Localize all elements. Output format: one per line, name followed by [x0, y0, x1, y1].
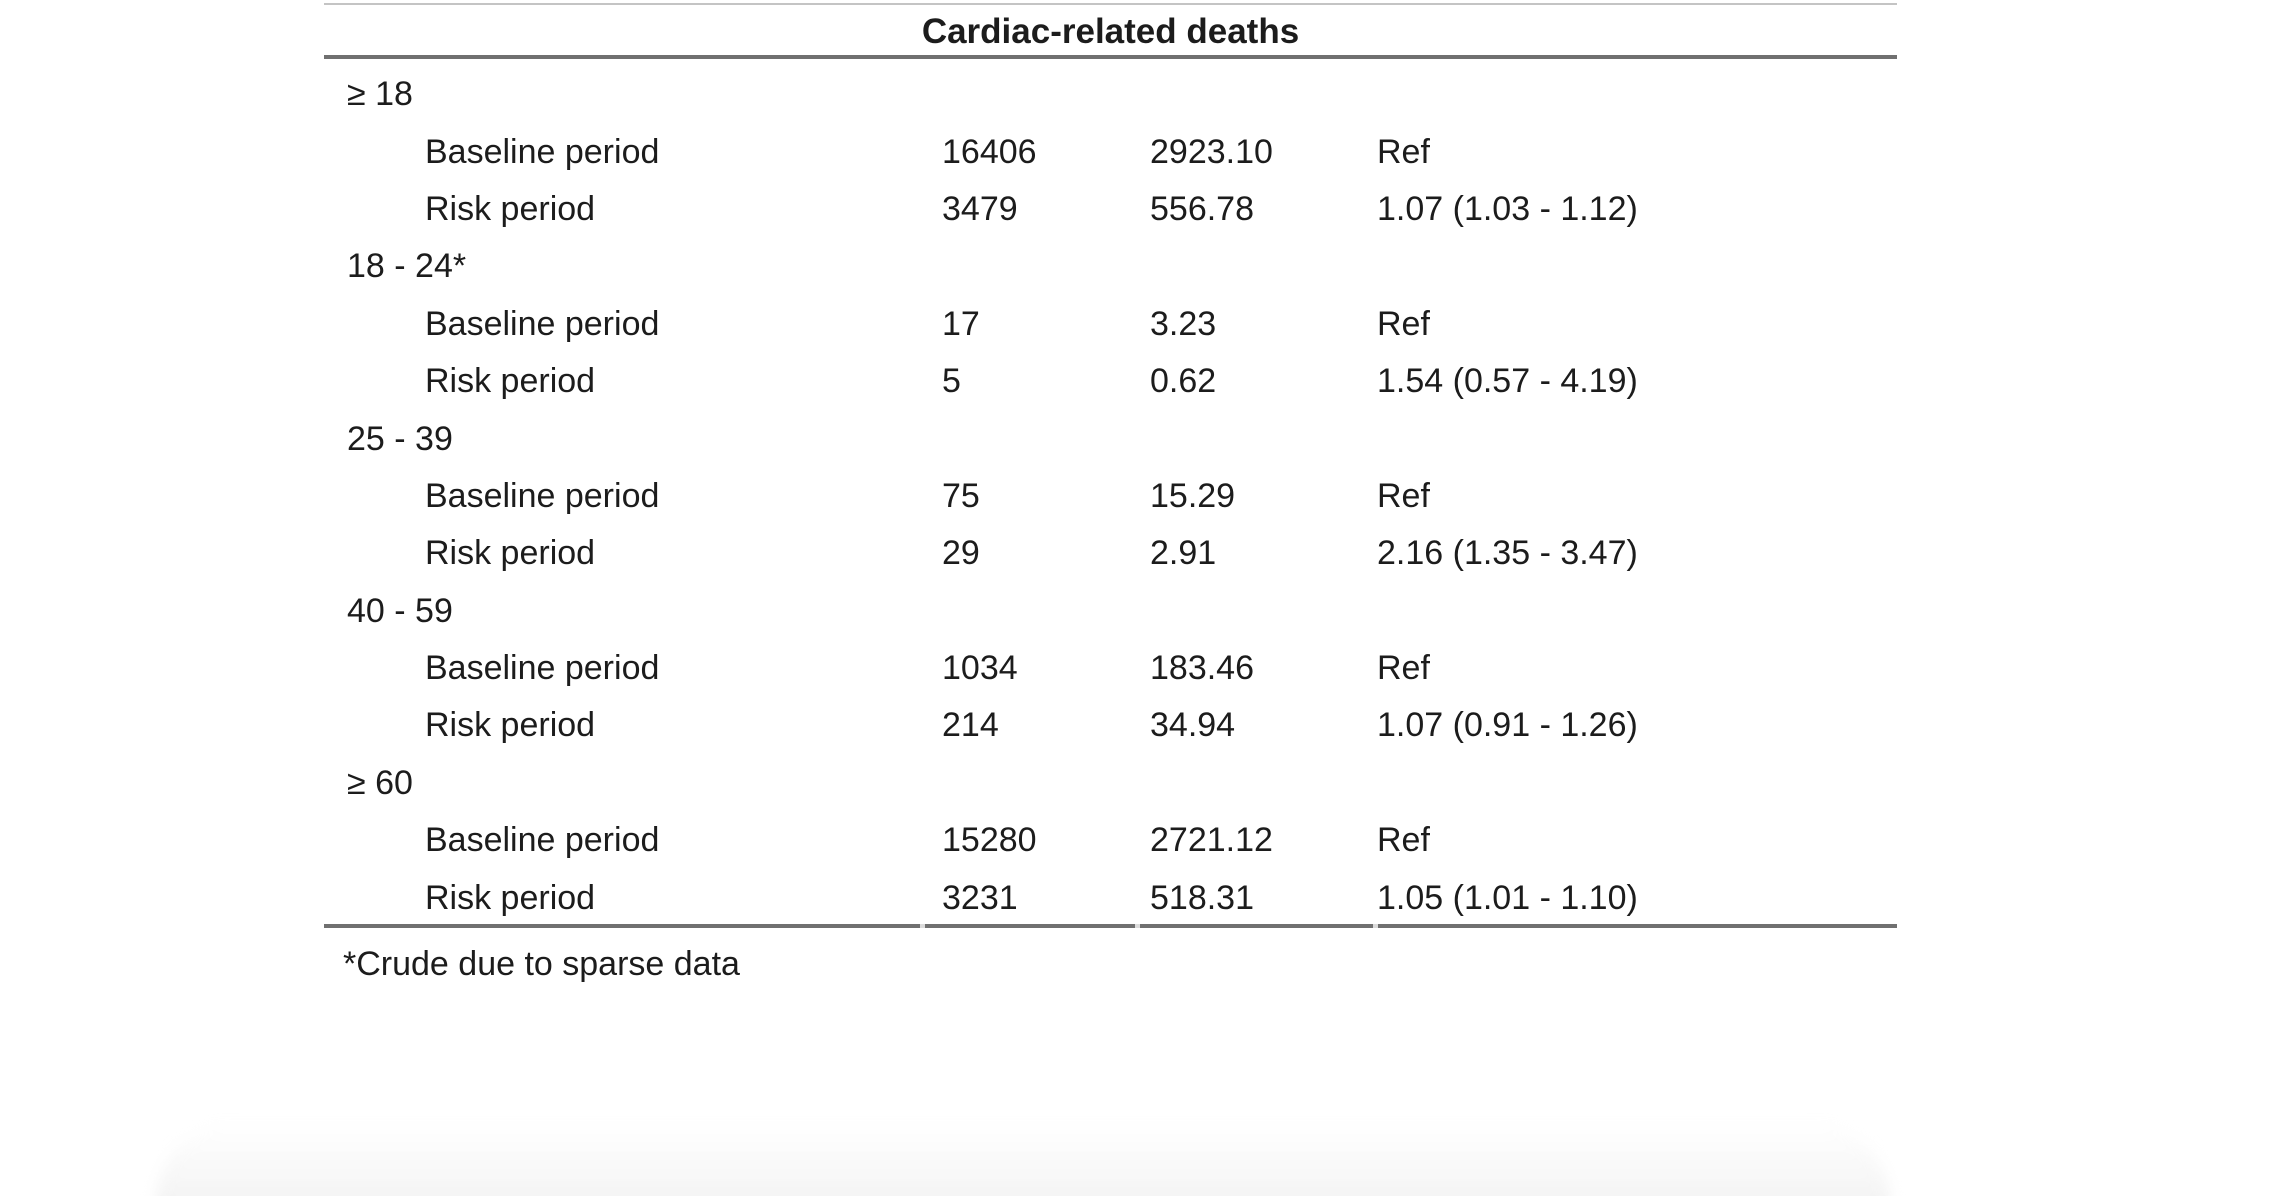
period-label: Baseline period	[425, 476, 660, 515]
value-cell: 556.78	[1150, 189, 1254, 228]
value-cell: 15280	[942, 821, 1037, 860]
table-title: Cardiac-related deaths	[921, 12, 1300, 51]
value-cell: Ref	[1377, 476, 1430, 515]
period-label: Baseline period	[425, 132, 660, 171]
value-cell: 1034	[942, 649, 1018, 688]
table-row: Risk period 3479 556.78 1.07 (1.03 - 1.12)	[324, 181, 1897, 238]
value-cell: 29	[942, 534, 980, 573]
group-label: 25 - 39	[347, 419, 453, 458]
period-label: Risk period	[425, 189, 596, 228]
value-cell: 1.05 (1.01 - 1.10)	[1377, 878, 1638, 917]
group-row: ≥ 18	[324, 66, 1897, 123]
period-label: Baseline period	[425, 304, 660, 343]
group-row: 18 - 24*	[324, 238, 1897, 295]
period-label: Risk period	[425, 878, 596, 917]
period-label: Risk period	[425, 706, 596, 745]
group-label: ≥ 18	[347, 75, 413, 114]
value-cell: 214	[942, 706, 999, 745]
group-label: ≥ 60	[347, 763, 413, 802]
value-cell: 2.91	[1150, 534, 1217, 573]
value-cell: 34.94	[1150, 706, 1236, 745]
group-label: 18 - 24*	[347, 247, 467, 286]
value-cell: 5	[942, 362, 961, 401]
column-divider-notch	[1135, 924, 1140, 928]
table-row: Baseline period 1034 183.46 Ref	[324, 640, 1897, 697]
value-cell: Ref	[1377, 649, 1430, 688]
value-cell: 183.46	[1150, 649, 1254, 688]
group-row: 40 - 59	[324, 583, 1897, 640]
period-label: Baseline period	[425, 649, 660, 688]
table-row: Risk period 29 2.91 2.16 (1.35 - 3.47)	[324, 525, 1897, 582]
table-row: Risk period 214 34.94 1.07 (0.91 - 1.26)	[324, 697, 1897, 754]
value-cell: 15.29	[1150, 476, 1236, 515]
value-cell: 1.07 (1.03 - 1.12)	[1377, 189, 1638, 228]
value-cell: Ref	[1377, 304, 1430, 343]
period-label: Risk period	[425, 362, 596, 401]
value-cell: Ref	[1377, 821, 1430, 860]
table-row: Baseline period 75 15.29 Ref	[324, 468, 1897, 525]
value-cell: 1.54 (0.57 - 4.19)	[1377, 362, 1638, 401]
value-cell: Ref	[1377, 132, 1430, 171]
value-cell: 17	[942, 304, 980, 343]
group-row: ≥ 60	[324, 755, 1897, 812]
table-row: Baseline period 15280 2721.12 Ref	[324, 812, 1897, 869]
column-divider-notch	[920, 924, 925, 928]
table-body: ≥ 18 Baseline period 16406 2923.10 Ref Risk p…	[324, 66, 1897, 927]
results-table: Cardiac-related deaths ≥ 18 Baseline peri…	[324, 0, 1897, 1010]
value-cell: 2923.10	[1150, 132, 1273, 171]
table-row: Risk period 5 0.62 1.54 (0.57 - 4.19)	[324, 353, 1897, 410]
period-label: Baseline period	[425, 821, 660, 860]
value-cell: 1.07 (0.91 - 1.26)	[1377, 706, 1638, 745]
table-footnote: *Crude due to sparse data	[343, 945, 740, 983]
value-cell: 3231	[942, 878, 1018, 917]
group-label: 40 - 59	[347, 591, 453, 630]
value-cell: 2.16 (1.35 - 3.47)	[1377, 534, 1638, 573]
value-cell: 75	[942, 476, 980, 515]
value-cell: 3.23	[1150, 304, 1217, 343]
table-bottom-rule	[324, 924, 1897, 928]
value-cell: 0.62	[1150, 362, 1217, 401]
table-row: Risk period 3231 518.31 1.05 (1.01 - 1.10)	[324, 869, 1897, 926]
value-cell: 518.31	[1150, 878, 1254, 917]
value-cell: 3479	[942, 189, 1018, 228]
group-row: 25 - 39	[324, 410, 1897, 467]
table-row: Baseline period 16406 2923.10 Ref	[324, 123, 1897, 180]
bottom-sheet-edge	[156, 1122, 1890, 1196]
column-divider-notch	[1373, 924, 1378, 928]
table-row: Baseline period 17 3.23 Ref	[324, 296, 1897, 353]
value-cell: 2721.12	[1150, 821, 1273, 860]
value-cell: 16406	[942, 132, 1037, 171]
period-label: Risk period	[425, 534, 596, 573]
table-header-rule	[324, 55, 1897, 59]
table-top-rule	[324, 3, 1897, 5]
